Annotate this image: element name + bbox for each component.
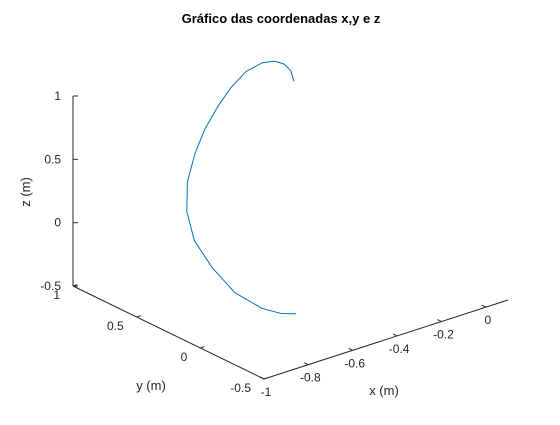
z-tick-label: -0.5 [40, 279, 61, 293]
y-tick-mark [136, 315, 141, 318]
x-tick-label: -0.4 [389, 342, 410, 356]
x-tick-label: -0.6 [344, 356, 365, 370]
x-tick-mark [348, 347, 353, 351]
y-tick-label: 1 [53, 288, 60, 302]
x-tick-label: 0 [484, 313, 491, 327]
x-tick-mark [437, 319, 442, 322]
x-tick-mark [481, 304, 487, 308]
y-ticks: -0.5 0 0.5 1 [53, 284, 269, 395]
z-axis-label: z (m) [18, 177, 33, 207]
y-tick-mark [263, 377, 269, 380]
z-ticks: -0.5 0 0.5 1 [40, 89, 78, 293]
x-tick-mark [304, 362, 309, 366]
x-axis-line [263, 299, 509, 380]
x-tick-label: -0.2 [433, 328, 454, 342]
y-axis-label: y (m) [136, 378, 166, 393]
x-axis-label: x (m) [369, 383, 399, 398]
y-tick-label: 0.5 [107, 319, 124, 333]
y-tick-label: 0 [181, 350, 188, 364]
z-tick-label: 1 [54, 89, 61, 103]
y-tick-label: -0.5 [230, 381, 251, 395]
y-tick-mark [200, 346, 205, 349]
x-tick-label: -0.8 [300, 371, 321, 385]
chart-title: Gráfico das coordenadas x,y e z [182, 11, 381, 26]
y-axis-line [72, 285, 265, 380]
x-ticks: -1 -0.8 -0.6 -0.4 -0.2 0 [259, 304, 491, 399]
trajectory-line [186, 60, 297, 315]
z-tick-label: 0 [54, 216, 61, 230]
x-tick-mark [392, 333, 398, 337]
z-tick-label: 0.5 [44, 152, 61, 166]
y-tick-mark [72, 284, 78, 287]
x-tick-mark [259, 376, 265, 380]
x-tick-label: -1 [261, 385, 272, 399]
